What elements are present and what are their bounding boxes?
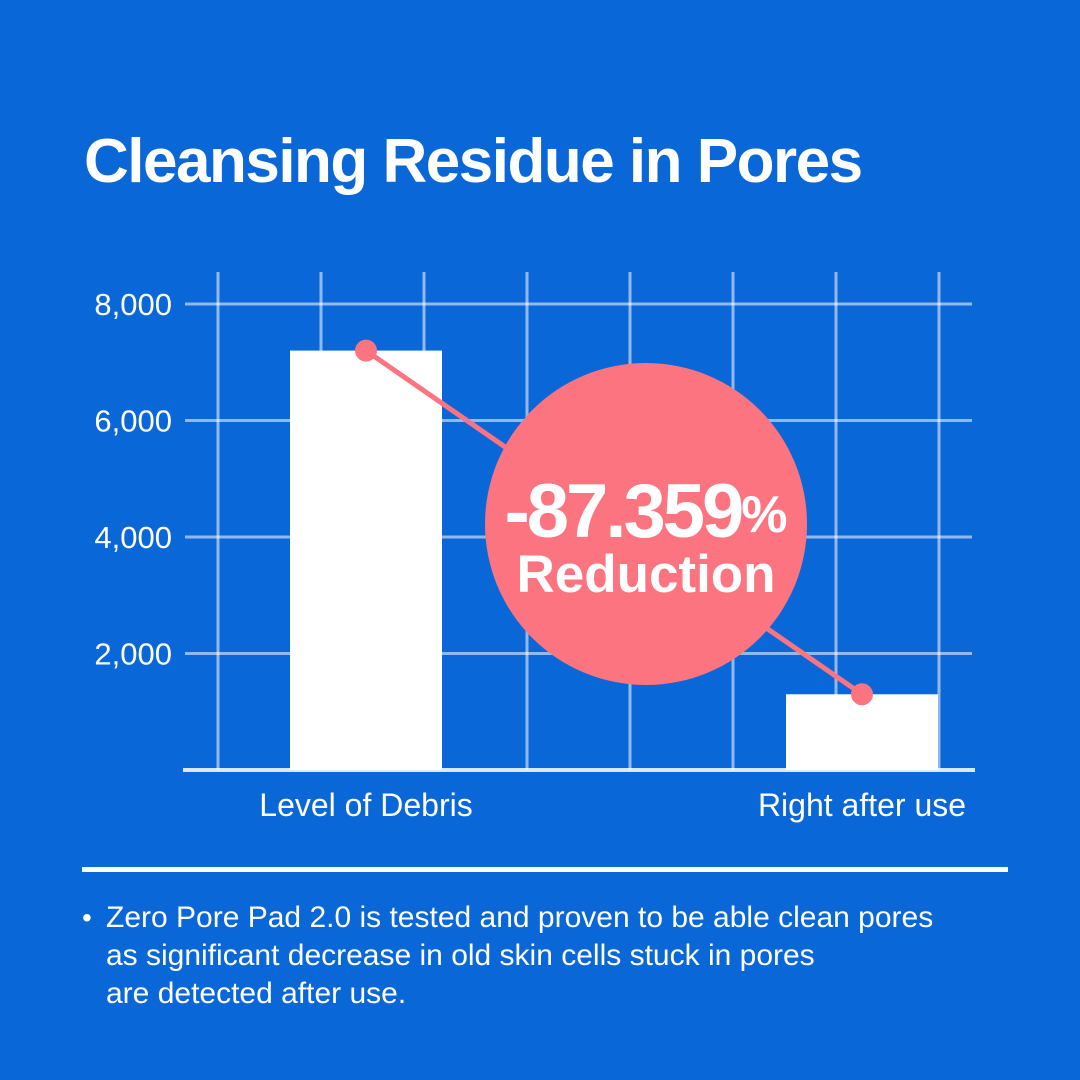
divider	[82, 867, 1008, 872]
y-axis-tick-label: 6,000	[94, 404, 172, 439]
y-axis-tick-label: 8,000	[94, 287, 172, 322]
reduction-caption: Reduction	[516, 545, 775, 604]
category-label: Right after use	[758, 787, 966, 823]
y-axis-tick-label: 2,000	[94, 637, 172, 672]
data-point-dot	[851, 683, 873, 706]
bullet-icon: •	[82, 902, 92, 933]
footnote-text: Zero Pore Pad 2.0 is tested and proven t…	[106, 899, 933, 1013]
reduction-value: -87.359%	[504, 469, 787, 554]
bar	[290, 350, 442, 770]
data-point-dot	[355, 339, 377, 362]
footnote-line: as significant decrease in old skin cell…	[106, 939, 815, 972]
footnote: • Zero Pore Pad 2.0 is tested and proven…	[82, 899, 933, 1013]
reduction-badge	[485, 363, 807, 685]
y-axis-tick-label: 4,000	[94, 520, 172, 555]
bar	[786, 694, 938, 770]
category-label: Level of Debris	[259, 787, 472, 823]
footnote-line: are detected after use.	[106, 977, 407, 1010]
page-title: Cleansing Residue in Pores	[84, 127, 863, 196]
footnote-line: Zero Pore Pad 2.0 is tested and proven t…	[106, 901, 934, 934]
